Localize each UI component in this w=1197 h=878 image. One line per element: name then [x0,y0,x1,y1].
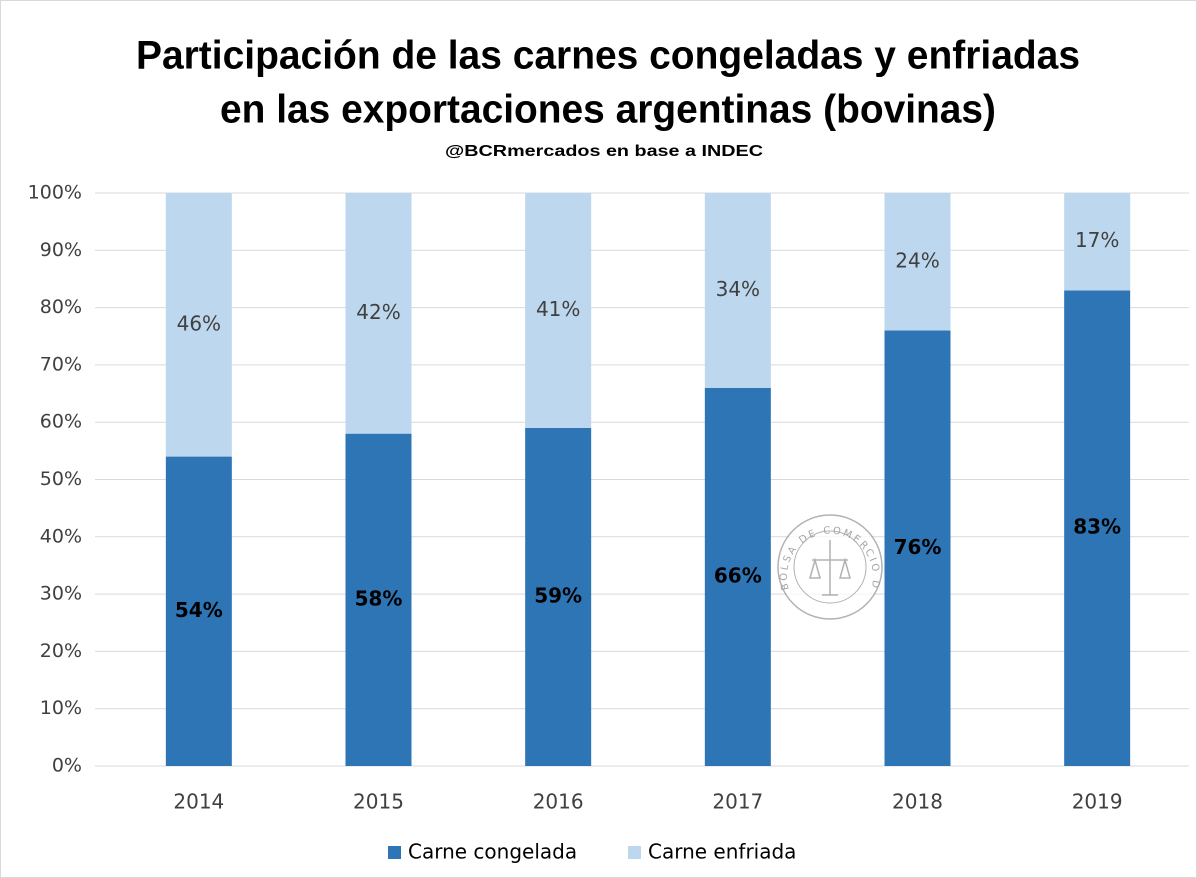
data-label: 83% [1073,515,1121,539]
legend-label: Carne enfriada [648,840,796,864]
y-tick-label: 70% [40,353,82,375]
chart-subtitle: @BCRmercados en base a INDEC [445,143,764,160]
x-tick-label: 2015 [353,790,404,814]
bar-segment [525,193,592,428]
bar-segment [704,387,771,766]
y-tick-label: 80% [40,296,82,318]
data-label: 42% [356,300,400,324]
bar-segment [1064,290,1131,766]
bar-segment [165,193,232,457]
chart-title: en las exportaciones argentinas (bovinas… [220,88,996,132]
data-label: 58% [355,586,403,610]
watermark-emblem [809,540,851,596]
legend-label: Carne congelada [408,840,577,864]
data-label: 46% [177,311,221,335]
y-tick-label: 20% [40,640,82,662]
y-tick-label: 10% [40,697,82,719]
bar-segment [345,433,412,766]
x-tick-label: 2017 [712,790,763,814]
y-tick-label: 50% [40,468,82,490]
y-tick-label: 100% [28,182,82,204]
data-label: 76% [894,535,942,559]
legend-swatch [628,846,641,859]
y-tick-label: 40% [40,525,82,547]
data-label: 24% [895,248,939,272]
bar-segment [525,427,592,766]
bar-segment [884,330,951,766]
data-label: 41% [536,297,580,321]
bar-segment [1064,193,1131,291]
x-tick-label: 2016 [533,790,584,814]
chart-title: Participación de las carnes congeladas y… [136,34,1080,78]
bar-segment [345,193,412,434]
x-tick-label: 2014 [173,790,224,814]
watermark-ring [793,530,867,604]
y-tick-label: 30% [40,583,82,605]
bar-segment [884,193,951,331]
data-label: 59% [534,583,582,607]
data-label: 54% [175,598,223,622]
data-label: 34% [716,277,760,301]
data-label: 66% [714,563,762,587]
x-tick-label: 2018 [892,790,943,814]
bar-segment [165,456,232,766]
y-tick-label: 90% [40,239,82,261]
legend-swatch [388,846,401,859]
bar-segment [704,193,771,388]
data-label: 17% [1075,228,1119,252]
x-tick-label: 2019 [1072,790,1123,814]
y-tick-label: 60% [40,411,82,433]
y-tick-label: 0% [52,755,82,777]
